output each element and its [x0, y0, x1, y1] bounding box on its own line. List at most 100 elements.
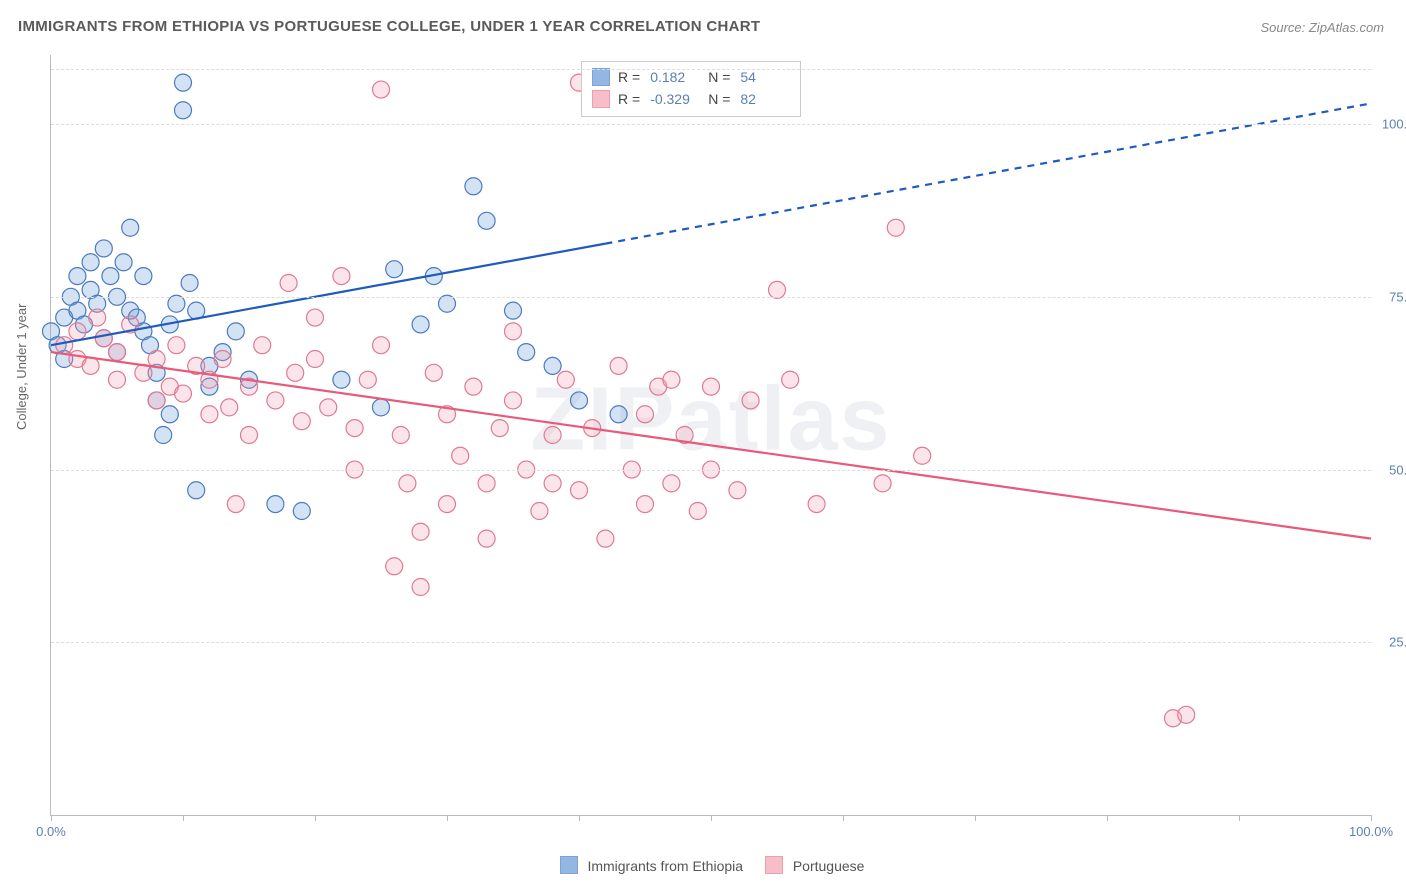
scatter-point — [175, 74, 192, 91]
scatter-point — [373, 81, 390, 98]
y-axis-label: College, Under 1 year — [14, 304, 29, 430]
legend-swatch-2 — [765, 856, 783, 874]
scatter-point — [188, 482, 205, 499]
swatch-series-2 — [592, 90, 610, 108]
scatter-point — [399, 475, 416, 492]
scatter-point — [102, 268, 119, 285]
scatter-point — [346, 420, 363, 437]
scatter-point — [412, 579, 429, 596]
y-tick-label: 100.0% — [1376, 117, 1406, 132]
scatter-point — [148, 351, 165, 368]
scatter-point — [874, 475, 891, 492]
scatter-point — [808, 496, 825, 513]
scatter-point — [69, 268, 86, 285]
x-tick — [579, 815, 580, 821]
scatter-point — [254, 337, 271, 354]
scatter-point — [452, 447, 469, 464]
scatter-point — [544, 357, 561, 374]
x-tick — [843, 815, 844, 821]
scatter-point — [887, 219, 904, 236]
scatter-point — [782, 371, 799, 388]
legend-swatch-1 — [560, 856, 578, 874]
scatter-point — [241, 427, 258, 444]
grid-line — [51, 297, 1371, 298]
grid-line — [51, 69, 1371, 70]
grid-line — [51, 124, 1371, 125]
scatter-point — [287, 364, 304, 381]
scatter-point — [914, 447, 931, 464]
plot-area: ZIPatlas R = 0.182 N = 54 R = -0.329 N =… — [50, 55, 1371, 816]
scatter-point — [122, 219, 139, 236]
scatter-point — [386, 558, 403, 575]
stats-row-2: R = -0.329 N = 82 — [592, 88, 790, 110]
swatch-series-1 — [592, 68, 610, 86]
scatter-point — [505, 323, 522, 340]
scatter-point — [148, 392, 165, 409]
y-tick-label: 75.0% — [1376, 289, 1406, 304]
scatter-point — [637, 406, 654, 423]
scatter-point — [267, 496, 284, 513]
scatter-point — [161, 406, 178, 423]
scatter-point — [518, 344, 535, 361]
x-tick — [51, 815, 52, 821]
scatter-point — [115, 254, 132, 271]
x-tick-label: 0.0% — [36, 824, 66, 839]
y-tick-label: 50.0% — [1376, 462, 1406, 477]
scatter-point — [544, 475, 561, 492]
legend-label-1: Immigrants from Ethiopia — [587, 858, 743, 874]
scatter-point — [293, 413, 310, 430]
x-tick — [711, 815, 712, 821]
scatter-point — [557, 371, 574, 388]
bottom-legend: Immigrants from Ethiopia Portuguese — [0, 856, 1406, 874]
x-tick — [315, 815, 316, 821]
scatter-point — [333, 371, 350, 388]
scatter-point — [95, 240, 112, 257]
scatter-point — [689, 503, 706, 520]
scatter-point — [386, 261, 403, 278]
grid-line — [51, 470, 1371, 471]
scatter-point — [267, 392, 284, 409]
scatter-point — [465, 378, 482, 395]
grid-line — [51, 642, 1371, 643]
x-tick — [183, 815, 184, 821]
scatter-point — [135, 268, 152, 285]
scatter-point — [663, 475, 680, 492]
scatter-point — [221, 399, 238, 416]
chart-title: IMMIGRANTS FROM ETHIOPIA VS PORTUGUESE C… — [18, 18, 760, 35]
trend-line — [51, 244, 605, 346]
scatter-point — [392, 427, 409, 444]
r-value-2: -0.329 — [650, 88, 700, 110]
scatter-point — [359, 371, 376, 388]
scatter-point — [109, 344, 126, 361]
scatter-point — [175, 102, 192, 119]
scatter-point — [82, 357, 99, 374]
x-tick-label: 100.0% — [1349, 824, 1393, 839]
scatter-point — [531, 503, 548, 520]
scatter-point — [201, 406, 218, 423]
scatter-point — [280, 275, 297, 292]
x-tick — [1239, 815, 1240, 821]
scatter-point — [155, 427, 172, 444]
scatter-point — [293, 503, 310, 520]
scatter-point — [505, 302, 522, 319]
scatter-point — [637, 496, 654, 513]
scatter-point — [168, 337, 185, 354]
scatter-point — [181, 275, 198, 292]
scatter-point — [109, 371, 126, 388]
scatter-point — [610, 406, 627, 423]
scatter-point — [478, 212, 495, 229]
x-tick — [1107, 815, 1108, 821]
y-tick-label: 25.0% — [1376, 635, 1406, 650]
chart-svg — [51, 55, 1371, 815]
scatter-point — [412, 523, 429, 540]
n-value-2: 82 — [740, 88, 790, 110]
scatter-point — [663, 371, 680, 388]
scatter-point — [227, 496, 244, 513]
scatter-point — [56, 337, 73, 354]
scatter-point — [610, 357, 627, 374]
scatter-point — [307, 309, 324, 326]
source-credit: Source: ZipAtlas.com — [1260, 20, 1384, 35]
scatter-point — [425, 364, 442, 381]
x-tick — [1371, 815, 1372, 821]
scatter-point — [742, 392, 759, 409]
